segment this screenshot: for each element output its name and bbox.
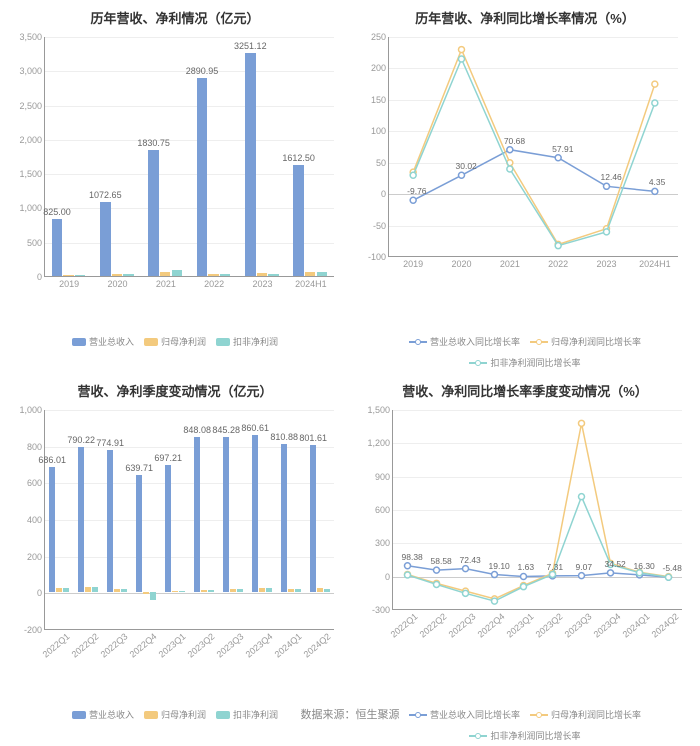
panel-chart2: 历年营收、净利同比增长率情况（%） -100-50050100150200250… [350,0,700,373]
chart1-legend: 营业总收入归母净利润扣非净利润 [6,335,344,348]
panel-chart3: 营收、净利季度变动情况（亿元） -20002004006008001,00020… [0,373,350,746]
chart3-area: -20002004006008001,0002022Q1686.012022Q2… [6,404,344,706]
chart-grid: 历年营收、净利情况（亿元） 05001,0001,5002,0002,5003,… [0,0,700,700]
chart4-area: -30003006009001,2001,5002022Q12022Q22022… [356,404,694,706]
chart1-title: 历年营收、净利情况（亿元） [6,8,344,27]
chart2-title: 历年营收、净利同比增长率情况（%） [356,8,694,27]
chart2-area: -100-50050100150200250201920202021202220… [356,31,694,333]
chart4-legend: 营业总收入同比增长率归母净利润同比增长率扣非净利润同比增长率 [356,708,694,742]
chart3-title: 营收、净利季度变动情况（亿元） [6,381,344,400]
panel-chart1: 历年营收、净利情况（亿元） 05001,0001,5002,0002,5003,… [0,0,350,373]
chart4-title: 营收、净利同比增长率季度变动情况（%） [356,381,694,400]
chart3-legend: 营业总收入归母净利润扣非净利润 [6,708,344,721]
chart1-area: 05001,0001,5002,0002,5003,0003,500201982… [6,31,344,333]
chart2-legend: 营业总收入同比增长率归母净利润同比增长率扣非净利润同比增长率 [356,335,694,369]
panel-chart4: 营收、净利同比增长率季度变动情况（%） -30003006009001,2001… [350,373,700,746]
